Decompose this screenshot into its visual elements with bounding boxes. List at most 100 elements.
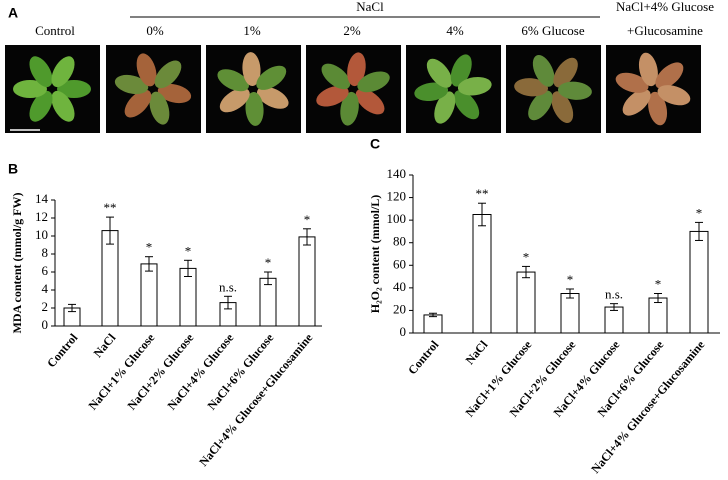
bar [423,314,443,334]
error-bar [106,216,114,245]
leaf [114,74,149,95]
y-tick-label: 60 [393,256,406,271]
leaf [124,89,152,118]
error-bar [224,295,232,310]
significance-label: n.s. [605,287,623,302]
error-bar [145,256,153,272]
leaf [57,80,91,98]
leaf [29,90,53,122]
y-tick-label: 2 [42,299,49,314]
leaf [321,63,351,90]
column-label: Control [35,23,75,38]
leaf [256,65,287,90]
bar [298,236,316,327]
leaf [457,76,492,96]
panel-label: A [8,5,18,21]
y-tick-label: 0 [42,317,49,332]
bar [648,297,668,334]
bar [179,267,197,327]
leaf [316,85,349,107]
significance-label: * [696,205,703,220]
leaf [638,52,658,87]
bar [689,230,709,334]
error-bar [610,303,618,311]
error-bar [264,271,272,286]
x-tick-label: NaCl [91,330,119,360]
significance-label: ** [104,200,117,215]
bar [472,214,492,334]
y-tick-label: 140 [387,166,407,181]
group-label: NaCl [356,0,384,14]
error-bar [303,228,311,246]
leaf [532,55,555,87]
leaf [426,58,453,88]
bar [516,271,536,334]
column-label: 2% [343,23,361,38]
leaf [528,90,553,121]
y-tick-label: 6 [42,263,49,278]
leaf [29,56,53,88]
leaf [553,57,578,88]
leaf [355,88,385,115]
leaf [414,82,449,102]
significance-label: * [655,276,662,291]
leaf [51,56,75,88]
leaf [136,53,157,87]
y-tick-label: 20 [393,301,406,316]
error-bar [522,265,530,279]
scale-bar-label: 1 cm [16,132,34,142]
y-tick-label: 0 [400,324,407,339]
leaf [657,85,691,106]
bar [604,306,624,334]
significance-label: * [146,240,153,255]
panel-label: B [8,161,18,177]
significance-label: * [523,249,530,264]
leaf [450,54,472,87]
bar [101,230,119,327]
leaf [615,72,649,93]
leaf [514,78,549,97]
y-tick-label: 12 [35,209,48,224]
y-axis-label: MDA content (mmol/g FW) [10,193,24,334]
leaf [217,69,250,92]
y-axis-label: H₂O₂ content (mmol/L) [368,195,382,314]
leaf [51,90,75,122]
panel-label: C [370,136,380,152]
y-tick-label: 8 [42,245,49,260]
leaf [551,91,574,123]
bar [259,277,277,327]
error-bar [68,303,76,313]
extra-label: +Glucosamine [627,23,703,38]
error-bar [566,288,574,299]
extra-label: NaCl+4% Glucose [616,0,714,14]
y-tick-label: 80 [393,234,406,249]
column-label: 6% Glucose [521,23,584,38]
significance-label: ** [476,186,489,201]
x-tick-label: NaCl+2% Glucose [125,330,197,412]
error-bar [654,293,662,304]
column-label: 1% [243,23,261,38]
y-tick-label: 10 [35,227,48,242]
significance-label: * [567,272,574,287]
leaf [154,60,182,89]
leaf [357,71,390,93]
leaf [557,81,592,100]
x-tick-label: Control [405,337,442,377]
x-tick-label: Control [44,330,81,370]
leaf [453,90,480,120]
leaf [157,83,192,104]
leaf [340,91,359,126]
x-tick-label: NaCl+1% Glucose [86,330,158,412]
significance-label: n.s. [219,279,237,294]
bar [140,263,158,327]
significance-label: * [185,243,192,258]
error-bar [429,312,437,318]
y-tick-label: 120 [387,189,407,204]
leaf [434,91,456,124]
bar [560,293,580,334]
leaf [13,80,47,98]
leaf [655,62,684,89]
significance-label: * [304,212,311,227]
leaf [347,52,366,87]
